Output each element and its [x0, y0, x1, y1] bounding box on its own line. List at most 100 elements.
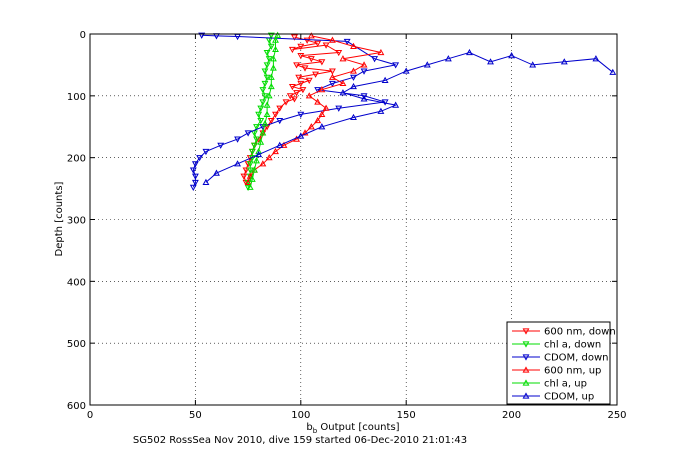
data-point: [350, 42, 357, 49]
data-point: [307, 56, 315, 63]
data-point: [392, 101, 400, 108]
data-point: [248, 148, 256, 156]
data-point: [377, 107, 385, 114]
data-point: [377, 48, 385, 56]
data-point: [282, 99, 290, 106]
data-point: [314, 87, 322, 94]
data-point: [191, 161, 199, 168]
series-4: [246, 31, 282, 190]
data-point: [423, 61, 431, 68]
data-point: [339, 55, 347, 62]
data-point: [269, 64, 277, 71]
data-point: [350, 67, 357, 74]
data-point: [189, 167, 197, 174]
data-point: [272, 111, 279, 119]
data-point: [202, 148, 210, 156]
data-point: [267, 73, 275, 80]
data-point: [312, 71, 320, 78]
data-point: [529, 61, 537, 68]
legend: 600 nm, down chl a, down CDOM, down 600 nm,…: [506, 321, 616, 405]
data-point: [303, 37, 311, 44]
data-point: [350, 113, 357, 121]
data-point: [314, 116, 322, 124]
data-point: [250, 142, 258, 149]
data-point: [291, 96, 298, 103]
data-point: [269, 55, 277, 62]
axis-ticks: 0 50 100 150 200 250 0 100 200 300 400 500 600: [67, 30, 627, 421]
data-point: [307, 32, 315, 39]
series-layer: [189, 31, 617, 191]
data-point: [259, 129, 267, 136]
y-tick-label: 100: [67, 92, 86, 103]
data-point: [267, 32, 275, 39]
data-point: [240, 173, 248, 180]
data-point: [250, 166, 258, 173]
y-tick-label: 500: [67, 339, 86, 350]
data-point: [328, 68, 336, 75]
data-point: [307, 123, 315, 130]
data-point: [360, 93, 368, 100]
data-point: [265, 154, 273, 161]
data-point: [297, 53, 305, 60]
legend-label: chl a, up: [544, 379, 587, 390]
x-tick-label: 50: [189, 410, 202, 421]
data-point: [487, 58, 494, 65]
data-point: [246, 183, 254, 190]
data-point: [263, 101, 271, 108]
data-point: [244, 178, 252, 185]
data-point: [274, 31, 282, 38]
data-point: [255, 111, 263, 119]
legend-marker: [522, 328, 530, 335]
data-point: [280, 141, 288, 148]
data-point: [318, 110, 326, 117]
data-point: [508, 52, 516, 59]
y-tick-label: 300: [67, 216, 86, 227]
data-point: [213, 169, 220, 176]
data-point: [318, 59, 326, 66]
data-point: [244, 184, 252, 191]
data-point: [350, 74, 357, 81]
data-point: [261, 80, 269, 88]
data-point: [297, 43, 305, 50]
x-tick-label: 100: [291, 410, 310, 421]
data-point: [259, 99, 267, 106]
data-point: [189, 184, 197, 191]
data-point: [257, 117, 265, 125]
data-point: [402, 67, 410, 74]
data-point: [328, 36, 336, 43]
data-point: [272, 45, 279, 53]
legend-label: 600 nm, up: [544, 366, 601, 377]
data-point: [265, 56, 273, 63]
data-point: [253, 124, 260, 131]
series-5: [202, 48, 617, 185]
series-line: [192, 34, 396, 188]
figure-caption: SG502 RossSea Nov 2010, dive 159 started…: [133, 435, 467, 446]
legend-marker: [522, 341, 530, 348]
y-tick-label: 600: [67, 401, 86, 412]
data-point: [246, 161, 254, 168]
data-point: [272, 147, 279, 155]
data-point: [250, 130, 258, 137]
data-point: [263, 110, 271, 117]
data-point: [248, 175, 256, 182]
data-point: [305, 92, 313, 99]
data-point: [293, 62, 301, 69]
data-point: [314, 98, 322, 105]
data-point: [244, 130, 252, 137]
y-tick-label: 400: [67, 277, 86, 288]
data-point: [339, 79, 347, 87]
legend-marker: [522, 354, 530, 361]
data-point: [288, 83, 296, 91]
data-point: [234, 160, 242, 167]
legend-label: 600 nm, down: [544, 327, 616, 338]
data-point: [253, 136, 260, 143]
y-axis-label: Depth [counts]: [54, 181, 65, 256]
data-point: [257, 138, 265, 145]
data-point: [234, 136, 242, 143]
data-point: [242, 167, 250, 174]
data-point: [444, 55, 452, 62]
data-point: [246, 172, 254, 179]
data-point: [255, 150, 263, 158]
legend-label: CDOM, down: [544, 353, 609, 364]
